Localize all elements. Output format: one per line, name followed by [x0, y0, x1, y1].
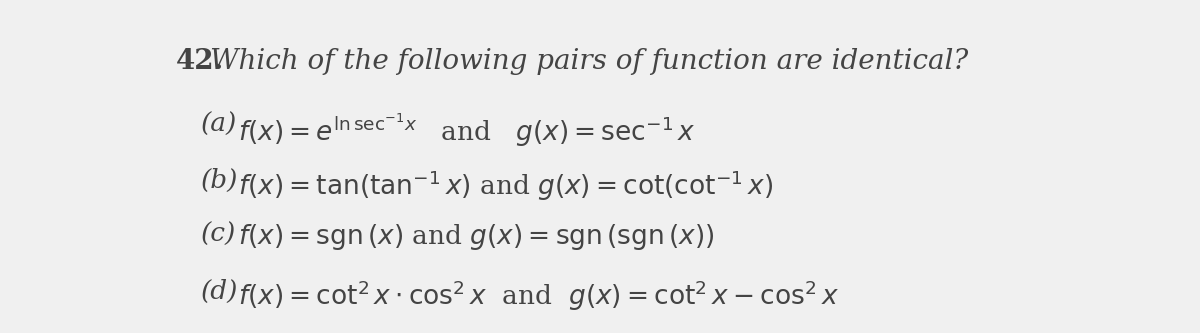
Text: Which of the following pairs of function are identical?: Which of the following pairs of function…	[210, 48, 968, 75]
Text: $f(x) = \tan(\tan^{-1} x)$ and $g(x) = \cot(\cot^{-1} x)$: $f(x) = \tan(\tan^{-1} x)$ and $g(x) = \…	[239, 168, 773, 203]
Text: $f(x) = \mathrm{sgn}\,(x)$ and $g(x) = \mathrm{sgn}\,(\mathrm{sgn}\,(x))$: $f(x) = \mathrm{sgn}\,(x)$ and $g(x) = \…	[239, 222, 715, 252]
Text: (c): (c)	[202, 222, 236, 247]
Text: 42.: 42.	[176, 48, 224, 75]
Text: $f(x) = \cot^2 x \cdot \cos^2 x$  and  $g(x) = \cot^2 x - \cos^2 x$: $f(x) = \cot^2 x \cdot \cos^2 x$ and $g(…	[239, 278, 839, 313]
Text: (b): (b)	[202, 168, 239, 193]
Text: (a): (a)	[202, 112, 238, 137]
Text: (d): (d)	[202, 278, 239, 303]
Text: $f(x) = e^{\ln \sec^{-1}\!x}$   and   $g(x) = \sec^{-1} x$: $f(x) = e^{\ln \sec^{-1}\!x}$ and $g(x) …	[239, 112, 696, 150]
